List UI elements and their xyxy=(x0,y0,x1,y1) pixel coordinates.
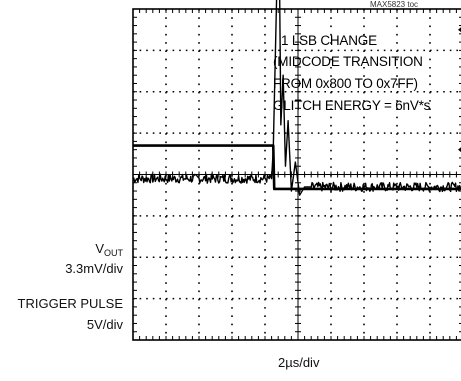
annotation-line-3: FROM 0x800 TO 0x7FF) xyxy=(273,76,418,91)
vout-subscript: OUT xyxy=(104,248,123,258)
channel2-marker xyxy=(458,147,461,153)
trigger-trace xyxy=(132,144,461,191)
traces xyxy=(132,0,461,196)
vout-trace xyxy=(132,0,461,196)
x-axis-label: 2µs/div xyxy=(278,355,320,370)
trigger-label: TRIGGER PULSE xyxy=(17,296,123,311)
annotation-line-2: (MIDCODE TRANSITION xyxy=(273,54,423,69)
vout-name: V xyxy=(95,241,104,256)
graticule-frame xyxy=(132,8,461,341)
center-axes xyxy=(132,8,461,341)
channel-markers xyxy=(458,27,461,153)
annotation-line-4: GLITCH ENERGY = 6nV*s xyxy=(273,98,431,113)
vout-label: VOUT xyxy=(95,241,123,258)
trigger-scale: 5V/div xyxy=(86,317,123,332)
annotation-line-1: 1 LSB CHANGE xyxy=(281,33,377,48)
channel1-marker xyxy=(458,27,461,33)
figure-tag: MAX5823 toc xyxy=(370,0,419,9)
vout-scale: 3.3mV/div xyxy=(65,261,123,276)
